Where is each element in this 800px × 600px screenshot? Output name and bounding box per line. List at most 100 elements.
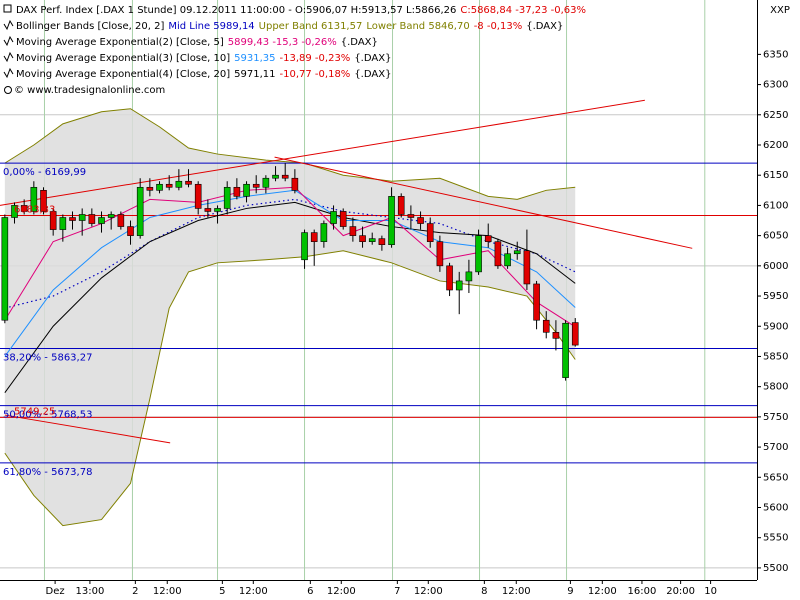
candle-body [49,211,57,230]
price-level-label: 5749,25 [14,406,55,417]
candle-body [349,226,357,236]
candle-body [117,214,125,227]
candle-body [214,208,221,212]
candle-body [455,280,463,291]
candle-body [243,183,250,197]
y-tick-label: 5900 [763,321,788,332]
y-tick-label: 6350 [763,49,788,60]
candle-body [484,235,492,242]
y-tick-label: 6000 [763,261,788,272]
upper-band [4,108,576,200]
y-tick-label: 5550 [763,533,788,544]
candle-body [281,174,289,179]
legend-icon [3,4,12,13]
candle-body [88,214,96,224]
trendline [4,414,171,444]
y-tick-label: 5950 [763,291,788,302]
candle-body [78,214,86,221]
y-tick-label: 5500 [763,563,788,574]
legend-text: 5899,43 -15,3 -0,26% [228,37,337,48]
candle-body [156,183,163,191]
fib-label: 0,00% - 6169,99 [3,167,86,178]
candle-body [436,241,444,267]
candle-body [339,211,347,227]
candle-body [310,232,318,242]
candle-body [1,217,9,321]
legend-text: -8 -0,13% [474,21,523,32]
legend-text: 5971,11 [234,69,275,80]
fib-label: 61,80% - 5673,78 [3,467,92,478]
x-tick-label: 6 [307,586,313,597]
x-tick-label: 12:00 [588,586,617,597]
candle-body [59,217,67,230]
candle-body [542,319,550,333]
band-fill [4,108,576,526]
x-tick-label: 12:00 [414,586,443,597]
trendline [0,99,645,206]
legend-icon [3,67,14,79]
y-tick-label: 6150 [763,170,788,181]
candle-body [465,271,473,282]
copyright-icon [4,86,12,94]
candle-body [98,217,105,224]
candle-body [320,223,328,242]
candle-body [175,180,183,188]
x-tick-label: 12:00 [327,586,356,597]
candle-body [165,183,173,188]
legend-icon [3,51,14,63]
x-tick-label: 8 [481,586,487,597]
candle-body [146,186,154,191]
x-tick-label: 5 [219,586,225,597]
candle-body [368,238,376,242]
legend-text: {.DAX} [354,69,391,80]
candle-body [494,241,502,267]
x-tick-label: 12:00 [153,586,182,597]
legend-line: Moving Average Exponential(3) [Close, 10… [16,53,391,64]
y-tick-label: 6100 [763,200,788,211]
candle-body [262,177,270,188]
legend-text: Moving Average Exponential(2) [Close, 5] [16,37,224,48]
fib-label: 50,00% - 5768,53 [3,410,92,421]
candle-body [533,283,540,321]
y-tick-label: 6200 [763,140,788,151]
candle-body [523,250,531,285]
x-tick-label: 7 [394,586,400,597]
candle-body [359,235,366,242]
legend-text: Moving Average Exponential(3) [Close, 10… [16,53,230,64]
x-tick-label: 20:00 [666,586,695,597]
legend-icon [3,19,14,31]
y-tick-label: 6250 [763,110,788,121]
y-tick-label: 5750 [763,412,788,423]
legend-text: DAX Perf. Index [.DAX 1 Stunde] 09.12.20… [16,5,456,16]
legend-line: Moving Average Exponential(4) [Close, 20… [16,69,391,80]
candle-body [252,183,260,188]
legend-text: {.DAX} [526,21,563,32]
candle-body [136,186,144,236]
legend-text: Lower Band 5846,70 [366,21,469,32]
candle-body [446,265,453,291]
candle-body [40,190,47,212]
x-tick-label: 12:00 [239,586,268,597]
candle-body [407,214,415,218]
candle-body [417,217,424,224]
trendline [274,156,693,249]
candle-body [426,223,434,242]
y-tick-label: 5650 [763,472,788,483]
candle-body [30,186,38,212]
x-tick-label: 9 [567,586,573,597]
legend-text: C:5868,84 -37,23 -0,63% [460,5,586,16]
x-tick-label: 16:00 [628,586,657,597]
y-tick-label: 5600 [763,503,788,514]
x-tick-label: 10 [704,586,717,597]
candle-body [107,214,115,218]
candle-body [11,205,18,218]
candle-body [397,196,405,215]
candle-body [185,180,192,185]
legend-text: Moving Average Exponential(4) [Close, 20… [16,69,230,80]
y-tick-label: 5850 [763,351,788,362]
legend-text: {.DAX} [354,53,391,64]
legend-text: -13,89 -0,23% [280,53,351,64]
candle-body [552,331,560,339]
candle-body [204,208,212,212]
